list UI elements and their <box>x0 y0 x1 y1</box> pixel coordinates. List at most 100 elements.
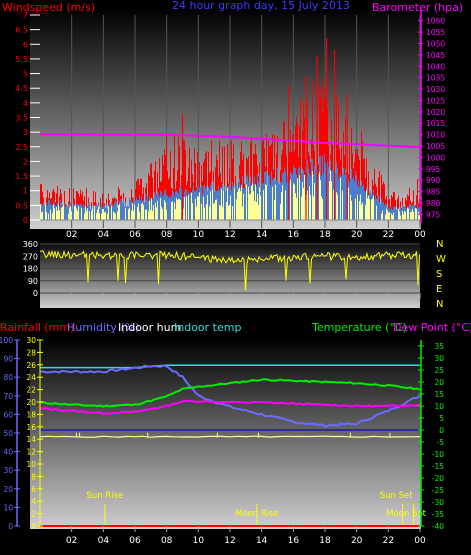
wind-y-tick-label: 5.5 <box>15 55 28 64</box>
humidity-y-tick-label: 90 <box>3 355 13 364</box>
barometer-axis-title: Barometer (hpa) <box>372 1 463 14</box>
rain-y-tick-label: 28 <box>26 348 36 357</box>
rain-y-tick-label: 2 <box>31 510 36 519</box>
temp-y-tick-label: -35 <box>432 510 444 519</box>
rain-y-tick-label: 18 <box>26 410 36 419</box>
humidity-y-tick-label: 60 <box>3 410 13 419</box>
temp-y-tick-label: -25 <box>432 486 444 495</box>
wind-y-tick-label: 1 <box>23 187 28 196</box>
rain-y-tick-label: 8 <box>31 472 36 481</box>
wind-y-tick-label: 0 <box>23 216 28 225</box>
barometer-y-tick-label: 1055 <box>426 28 445 37</box>
direction-compass-label: E <box>436 284 442 295</box>
barometer-y-tick-label: 980 <box>426 199 441 208</box>
temp-x-tick-label: 06 <box>129 536 141 546</box>
direction-y-tick-label: 270 <box>23 252 38 261</box>
wind-y-tick-label: 0.5 <box>15 201 28 210</box>
temp-x-tick-label: 14 <box>256 536 268 546</box>
humidity-y-tick-label: 70 <box>3 392 13 401</box>
indoor-humidity-line <box>39 435 421 438</box>
rain-y-tick-label: 0 <box>31 522 36 531</box>
wind-y-tick-label: 2 <box>23 157 28 166</box>
temp-y-tick-label: -30 <box>432 498 444 507</box>
temp-panel-bg <box>30 338 421 529</box>
rain-y-tick-label: 4 <box>31 497 36 506</box>
direction-compass-label: N <box>436 299 443 310</box>
humidity-y-tick-label: 0 <box>8 522 13 531</box>
legend-humidity: Humidity (%) <box>67 321 139 334</box>
wind-x-tick-label: 22 <box>383 230 394 240</box>
temp-x-tick-label: 00 <box>414 536 426 546</box>
wind-y-tick-label: 1.5 <box>15 172 28 181</box>
wind-x-tick-label: 06 <box>129 230 141 240</box>
humidity-line <box>39 364 421 428</box>
temp-y-tick-label: -20 <box>432 474 444 483</box>
legend-indoor-temp: Indoor temp <box>174 321 241 334</box>
wind-y-tick-label: 3.5 <box>15 114 28 123</box>
temp-y-tick-label: 30 <box>434 354 444 363</box>
humidity-y-tick-label: 20 <box>3 485 13 494</box>
barometer-y-tick-label: 1025 <box>426 96 445 105</box>
indoor-temp-line <box>40 364 420 369</box>
wind-x-tick-label: 16 <box>288 230 300 240</box>
wind-x-tick-label: 00 <box>414 230 426 240</box>
rain-y-tick-label: 12 <box>26 448 36 457</box>
wind-y-tick-label: 3 <box>23 128 28 137</box>
rain-y-tick-label: 30 <box>26 336 36 345</box>
barometer-line <box>40 133 421 149</box>
humidity-y-tick-label: 30 <box>3 466 13 475</box>
direction-y-tick-label: 360 <box>23 240 38 249</box>
temp-x-tick-label: 18 <box>319 536 331 546</box>
barometer-y-tick-label: 1045 <box>426 51 445 60</box>
wind-x-tick-label: 04 <box>98 230 110 240</box>
wind-y-tick-label: 6 <box>23 40 28 49</box>
temp-x-tick-label: 12 <box>224 536 235 546</box>
event-label: Sun Rise <box>87 491 124 501</box>
wind-x-tick-label: 14 <box>256 230 268 240</box>
humidity-y-tick-label: 50 <box>3 429 13 438</box>
temperature-line <box>39 378 421 408</box>
temp-y-tick-label: 20 <box>434 378 444 387</box>
temp-y-tick-label: 10 <box>434 402 444 411</box>
rain-y-tick-label: 10 <box>26 460 36 469</box>
temp-x-tick-label: 16 <box>288 536 300 546</box>
temp-y-tick-label: 0 <box>439 426 444 435</box>
rain-y-tick-label: 14 <box>26 435 36 444</box>
wind-x-tick-label: 12 <box>224 230 235 240</box>
legend-indoor-hum: Indoor hum <box>118 321 181 334</box>
wind-x-tick-label: 08 <box>161 230 173 240</box>
temp-y-tick-label: -40 <box>432 522 444 531</box>
barometer-y-tick-label: 975 <box>426 210 441 219</box>
barometer-y-tick-label: 1015 <box>426 119 445 128</box>
barometer-y-tick-label: 1040 <box>426 62 445 71</box>
direction-y-tick-label: 90 <box>28 277 38 286</box>
barometer-y-tick-label: 1050 <box>426 39 445 48</box>
rain-y-tick-label: 6 <box>31 485 36 494</box>
temp-y-tick-label: 35 <box>434 342 444 351</box>
wind-x-tick-label: 02 <box>66 230 77 240</box>
event-label: Sun Set <box>380 491 413 501</box>
direction-compass-label: S <box>436 269 442 280</box>
temp-x-tick-label: 22 <box>383 536 394 546</box>
humidity-y-tick-label: 100 <box>0 336 13 345</box>
wind-y-tick-label: 7 <box>23 11 28 20</box>
temp-y-tick-label: 15 <box>434 390 444 399</box>
temp-y-tick-label: -10 <box>432 450 444 459</box>
dew-point-line <box>39 399 421 415</box>
direction-compass-label: N <box>436 239 443 250</box>
barometer-y-tick-label: 1035 <box>426 74 445 83</box>
barometer-y-tick-label: 1030 <box>426 85 445 94</box>
direction-y-tick-label: 0 <box>33 289 38 298</box>
wind-y-tick-label: 2.5 <box>15 143 28 152</box>
temp-y-tick-label: 25 <box>434 366 444 375</box>
humidity-y-tick-label: 80 <box>3 373 13 382</box>
temp-x-tick-label: 10 <box>193 536 205 546</box>
wind-direction-line <box>39 249 420 291</box>
barometer-y-tick-label: 1060 <box>426 17 445 26</box>
chart-title: 24 hour graph day, 15 July 2013 <box>172 0 350 12</box>
temp-x-tick-label: 04 <box>98 536 110 546</box>
wind-axis-title: Windspeed (m/s) <box>2 1 95 14</box>
event-label: Moon Rise <box>235 509 279 519</box>
